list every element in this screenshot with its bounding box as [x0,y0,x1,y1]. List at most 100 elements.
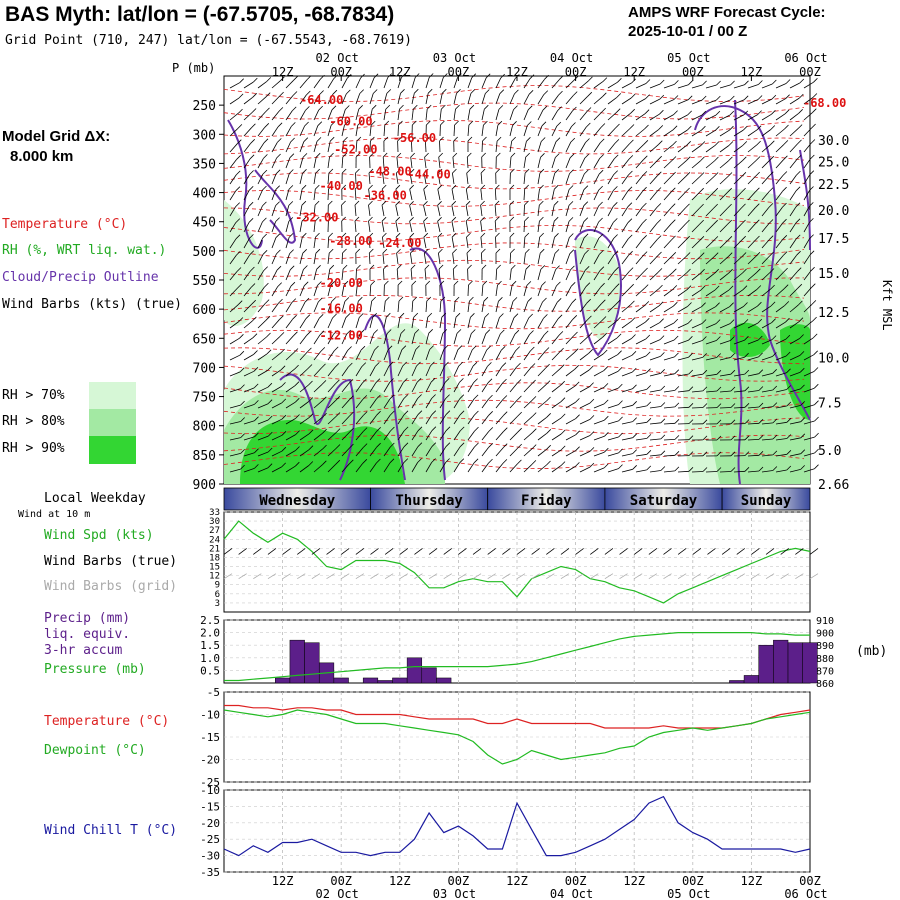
wind-barb [271,386,282,393]
wind-barb-flag [685,252,691,257]
precip-bar [377,680,393,684]
wind-barb-flag [453,264,458,270]
wind-barb-flag [743,125,748,131]
wind-barb-flag [714,156,719,162]
wind-barb-flag [560,429,566,435]
top-time-label: 00Z [799,65,821,79]
wind-barb [509,431,518,441]
wind-barb-flag [646,465,652,471]
wind-barb [243,468,255,473]
wind-barb-flag [275,169,281,175]
wind-barb [411,398,418,409]
wind-barb [271,205,276,217]
wind-barb [789,321,800,329]
wind-barb-flag [509,216,515,222]
wind-barb [621,404,633,409]
wind-barb-flag [276,249,281,255]
wind-barb-flag [342,248,347,254]
swatch-rh80 [89,409,136,436]
wind-barb-flag [568,185,574,190]
wind-barb [775,128,785,137]
wind-barb [425,382,432,393]
wind-barb-flag [416,361,421,367]
wind-barb-flag [783,140,789,145]
wind-barb [452,157,455,169]
wind-barb-flag [356,264,361,270]
wind-barb [243,222,250,233]
wind-barb [523,220,525,233]
wind-barb-flag [248,218,254,223]
wind-barb [453,446,461,457]
wind-barb [285,173,290,185]
wind-barb-flag [673,335,679,341]
wind-barb-flag [372,89,378,94]
isotherm-line [223,294,805,312]
wind-barb [313,125,319,137]
wind-barb-flag [685,172,691,177]
isotherm-label: -64.00 [300,93,343,107]
wind-barb [635,113,646,121]
wind-barb-flag [812,93,818,98]
wind-barb-flag [714,268,719,274]
wind-barb [341,317,347,329]
wind-barb [537,416,547,425]
wind-barb-flag [292,314,297,320]
wind-barb-flag [674,451,680,456]
wind-barb-flag [618,400,623,405]
grid-line-1: Model Grid ΔX: [2,128,111,145]
wind-barb [537,448,547,457]
wind-barb [439,446,447,457]
wind-barb [355,350,362,361]
wind-barb [495,301,499,313]
wind-barb [313,78,321,89]
wind-barb [705,99,717,105]
wind-barb-flag [332,313,337,319]
wind-barb-flag [456,329,462,334]
wind-barb-flag [769,268,775,273]
wind-barb [299,141,305,153]
isotherm-line [223,417,805,435]
wind-barb-flag [235,186,241,191]
dewpoint-label: Dewpoint (°C) [44,743,146,758]
wind-barb-flag [741,219,746,225]
wind-barb-flag [771,318,776,323]
wind-barb-flag [485,89,490,94]
wind-barb-flag [587,315,592,321]
wind-barb [649,239,658,249]
wind-barb [789,112,799,121]
wind-barb [607,254,615,265]
wind-barb-flag [465,216,471,222]
wind-barb [313,432,323,441]
wind-barb [537,464,547,473]
wind-barb [789,174,797,185]
wind-barb [691,340,703,345]
wind-barb [523,157,527,169]
wind-barb [663,390,675,393]
wind-barb [439,317,443,329]
wind-barb [663,256,673,265]
isotherm-label: -36.00 [363,189,406,203]
wind-barb [691,160,701,169]
isotherm-label: -44.00 [407,168,450,182]
wind-barb-flag [511,264,516,270]
wind-barb-flag [386,89,392,94]
wind-barb-flag [685,203,690,209]
wind-barb-flag [253,77,258,83]
wind-barb [481,447,490,457]
wind-barb [466,252,469,265]
cloud-outline [254,169,297,244]
wind-barb-flag [278,298,283,304]
wind-barb-flag [660,450,666,456]
wind-barb [509,301,514,313]
wind-barb-flag [614,139,620,144]
wind-barb-flag [646,368,651,373]
wind-barb-true [502,548,511,555]
wind-barb-flag [281,414,287,420]
wind-barb-grid [604,573,614,580]
wind-barb [719,145,730,153]
wind-barb [579,369,590,377]
wind-barb-flag [265,92,271,97]
wind-barb [789,238,797,249]
wind-barb-flag [553,216,559,222]
wind-barb [705,306,716,313]
